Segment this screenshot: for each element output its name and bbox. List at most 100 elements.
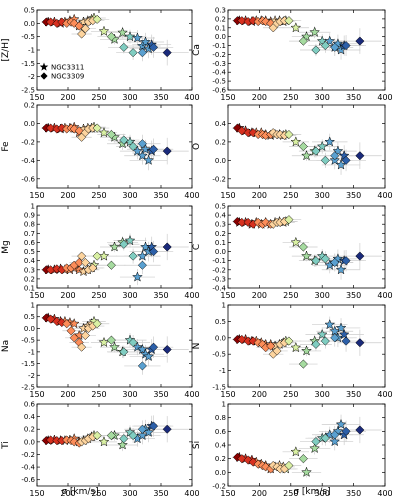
data-point-diamond (162, 48, 172, 58)
data-point-diamond (272, 346, 282, 356)
x-tick-label: 200 (60, 291, 75, 300)
panel-frame (227, 104, 386, 189)
y-tick-label: 0.0 (215, 157, 226, 165)
x-tick-label: 350 (346, 291, 361, 300)
data-point-diamond (92, 123, 102, 133)
data-point-diamond (80, 257, 90, 268)
data-point-diamond (66, 326, 76, 336)
data-point-diamond (311, 339, 321, 349)
y-tick-label: 0.1 (215, 24, 226, 32)
x-tick-label: 250 (283, 93, 298, 102)
panel-frame (227, 205, 386, 289)
y-tick-label: 0.2 (24, 426, 35, 434)
data-point-diamond (106, 430, 116, 441)
data-point-diamond (162, 424, 172, 434)
data-point-diamond (330, 151, 340, 161)
data-point-star (335, 264, 347, 275)
data-point-star (140, 36, 151, 47)
x-tick-label: 250 (283, 489, 298, 497)
panel-data (231, 215, 382, 280)
data-point-star (132, 32, 143, 43)
data-point-star (329, 435, 341, 447)
x-tick-label: 250 (91, 489, 106, 497)
y-axis-label: Ca (192, 44, 202, 56)
data-point-diamond (298, 359, 308, 369)
data-point-diamond (162, 242, 172, 252)
panel-9: 150 200 250 300 350 400 -0.6 -0.4 -0.2 0.0 0.2 0.4 0… (1, 401, 200, 497)
y-tick-label: 0.8 (215, 414, 226, 422)
data-point-diamond (46, 17, 56, 27)
data-point-diamond (77, 342, 87, 352)
data-point-diamond (106, 335, 116, 345)
y-tick-label: 0.5 (215, 203, 226, 211)
data-point-diamond (46, 123, 56, 133)
data-point-star (316, 140, 328, 152)
x-tick-label: 350 (153, 489, 168, 497)
data-point-star (332, 145, 344, 156)
data-point-diamond (298, 141, 308, 152)
data-point-diamond (237, 217, 247, 227)
x-tick-label: 150 (29, 489, 44, 497)
y-tick-label: 0.4 (215, 120, 227, 128)
y-tick-label: 0.3 (215, 221, 226, 229)
x-tick-label: 200 (60, 191, 75, 200)
x-tick-label: 400 (377, 489, 392, 497)
data-point-star (290, 236, 302, 248)
y-axis-label: Mg (1, 240, 11, 253)
y-axis-label: N (192, 343, 202, 350)
x-tick-label: 200 (252, 191, 267, 200)
y-tick-label: -0.5 (21, 337, 35, 345)
y-tick-label: -2.5 (21, 87, 35, 95)
data-point-diamond (355, 36, 365, 46)
y-tick-label: 0.0 (215, 334, 226, 342)
data-point-diamond (74, 257, 84, 268)
data-point-star (324, 318, 336, 330)
data-point-star (290, 341, 302, 353)
legend-label: NGC3309 (51, 73, 84, 81)
y-tick-label: 0.4 (24, 413, 36, 421)
y-tick-label: -0.6 (212, 87, 226, 95)
data-point-diamond (77, 251, 87, 261)
data-point-diamond (237, 16, 247, 26)
data-point-star (290, 446, 302, 457)
data-point-star (335, 322, 347, 333)
data-point-diamond (311, 256, 321, 266)
data-point-diamond (46, 435, 56, 445)
panel-data (231, 316, 382, 369)
data-point-diamond (284, 460, 294, 471)
data-point-diamond (128, 48, 138, 58)
legend-diamond-icon (40, 72, 48, 80)
x-tick-label: 400 (377, 390, 392, 399)
panel-data (40, 415, 189, 452)
y-tick-label: -0.4 (21, 157, 35, 165)
data-point-star (124, 30, 136, 42)
data-point-diamond (92, 319, 102, 329)
data-point-star (98, 336, 110, 348)
data-point-diamond (162, 146, 172, 156)
data-point-star (136, 343, 148, 355)
data-point-star (98, 436, 110, 447)
x-tick-label: 300 (315, 291, 330, 300)
y-tick-label: -1.5 (212, 384, 226, 392)
data-point-star (117, 26, 128, 38)
data-point-star (338, 328, 350, 340)
panel-frame (227, 304, 386, 388)
x-tick-label: 400 (184, 93, 199, 102)
y-tick-label: 0.0 (215, 248, 226, 256)
data-point-star (290, 22, 302, 33)
x-tick-label: 150 (220, 191, 235, 200)
x-tick-label: 350 (153, 191, 168, 200)
data-point-diamond (69, 18, 79, 28)
y-tick-label: -0.1 (212, 42, 226, 50)
panel-data (231, 414, 382, 478)
data-point-diamond (320, 254, 330, 264)
x-tick-label: 350 (153, 93, 168, 102)
y-tick-label: 0.0 (24, 120, 35, 128)
data-point-diamond (311, 146, 321, 156)
y-tick-label: 0.4 (24, 257, 36, 265)
x-tick-label: 350 (153, 390, 168, 399)
data-point-diamond (284, 336, 294, 346)
data-point-diamond (330, 333, 340, 343)
y-tick-label: -0.6 (21, 476, 35, 484)
data-point-star (309, 26, 321, 37)
